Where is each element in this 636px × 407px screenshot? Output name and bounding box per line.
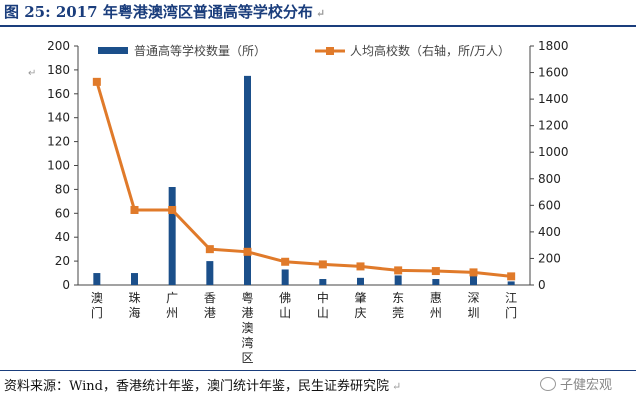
x-tick-label: 粤 [241, 290, 253, 305]
y-tick-label-left: 120 [47, 135, 70, 149]
x-tick-label: 香 [204, 291, 216, 305]
x-tick-label: 珠 [128, 291, 140, 305]
x-tick-label: 佛 [279, 291, 291, 305]
bar [93, 273, 101, 285]
x-tick-label: 区 [241, 351, 253, 365]
y-tick-label-right: 1400 [538, 92, 569, 106]
y-tick-label-right: 0 [538, 278, 546, 292]
y-tick-label-right: 800 [538, 172, 561, 186]
bar [244, 75, 251, 285]
x-tick-label: 港 [241, 306, 253, 320]
x-tick-label: 澳 [91, 291, 103, 305]
line-marker [243, 247, 252, 256]
y-tick-label-right: 1600 [538, 66, 569, 80]
line-marker [394, 266, 403, 275]
x-tick-label: 门 [91, 305, 103, 320]
watermark-text: 子健宏观 [560, 378, 613, 393]
y-tick-label-left: 160 [47, 87, 70, 101]
y-tick-label-left: 40 [55, 230, 70, 244]
bar [357, 277, 364, 285]
x-tick-label: 圳 [467, 306, 479, 320]
bar [319, 279, 327, 285]
watermark: 子健宏观 [540, 374, 612, 393]
bar [432, 279, 440, 285]
line-marker [469, 268, 478, 277]
y-tick-label-right: 600 [538, 198, 561, 212]
figure-title: 图 25: 2017 年粤港澳湾区普通高等学校分布 ↵ [0, 0, 636, 24]
source-text: 资料来源：Wind，香港统计年鉴，澳门统计年鉴，民生证券研究院 [4, 379, 389, 394]
x-tick-label: 澳 [241, 321, 253, 335]
line-marker [168, 205, 177, 214]
line-marker [281, 257, 290, 266]
legend-swatch-marker [326, 47, 334, 55]
legend-label-line: 人均高校数（右轴，所/万人） [350, 43, 510, 58]
line-marker [507, 272, 516, 281]
x-tick-label: 山 [317, 306, 329, 320]
line-marker [92, 77, 101, 86]
x-tick-label: 江 [505, 291, 517, 305]
chart-area: 0 20 40 60 80 100 120 140 160 180 200 0 200 400 600 800… [28, 39, 569, 365]
bar [470, 275, 477, 285]
y-tick-label-right: 1200 [538, 119, 569, 133]
bar [281, 269, 289, 285]
x-tick-label: 州 [430, 306, 442, 320]
x-tick-label: 门 [505, 305, 517, 320]
line-marker [318, 260, 327, 269]
line-marker [431, 267, 440, 276]
title-divider [0, 25, 636, 27]
legend-label-bar: 普通高等学校数量（所） [134, 43, 266, 58]
line-series-per-capita [95, 81, 512, 278]
x-tick-label: 庆 [354, 306, 366, 320]
y-tick-label-left: 20 [55, 254, 70, 268]
x-tick-label: 深 [467, 291, 479, 305]
y-tick-label-left: 60 [55, 206, 70, 220]
x-tick-label: 山 [279, 306, 291, 320]
y-tick-label-left: 80 [55, 182, 70, 196]
y-tick-label-right: 400 [538, 225, 561, 239]
source-note: 资料来源：Wind，香港统计年鉴，澳门统计年鉴，民生证券研究院 ↵ [4, 375, 401, 394]
bar [206, 261, 214, 285]
x-tick-label: 州 [166, 306, 178, 320]
x-tick-label: 湾 [241, 335, 253, 350]
line-marker [205, 245, 214, 254]
figure-title-text: 图 25: 2017 年粤港澳湾区普通高等学校分布 [4, 3, 313, 21]
bar [394, 275, 402, 285]
wechat-icon [540, 376, 556, 391]
y-tick-label-left: 180 [47, 63, 70, 77]
y-tick-label-left: 0 [62, 278, 70, 292]
y-tick-label-right: 1000 [538, 145, 569, 159]
bar [168, 187, 176, 285]
x-tick-label: 东 [392, 291, 404, 305]
x-tick-label: 肇 [354, 290, 366, 305]
return-mark: ↵ [28, 68, 36, 79]
y-tick-label-left: 100 [47, 159, 70, 173]
y-tick-label-left: 140 [47, 111, 70, 125]
bar [507, 281, 515, 285]
x-tick-label: 港 [204, 306, 216, 320]
line-marker [356, 262, 365, 271]
x-tick-label: 莞 [392, 306, 404, 320]
source-divider [0, 370, 636, 371]
y-tick-label-right: 1800 [538, 39, 569, 53]
x-tick-label: 海 [128, 305, 140, 320]
x-tick-label: 惠 [430, 291, 442, 305]
return-mark: ↵ [392, 380, 402, 393]
return-mark: ↵ [315, 7, 326, 20]
y-tick-label-left: 200 [47, 39, 70, 53]
x-tick-label: 中 [317, 290, 329, 305]
y-tick-label-right: 200 [538, 251, 561, 265]
bar [131, 273, 138, 285]
line-marker [130, 205, 139, 214]
x-tick-label: 广 [166, 291, 178, 305]
legend-swatch-bar [98, 47, 128, 54]
